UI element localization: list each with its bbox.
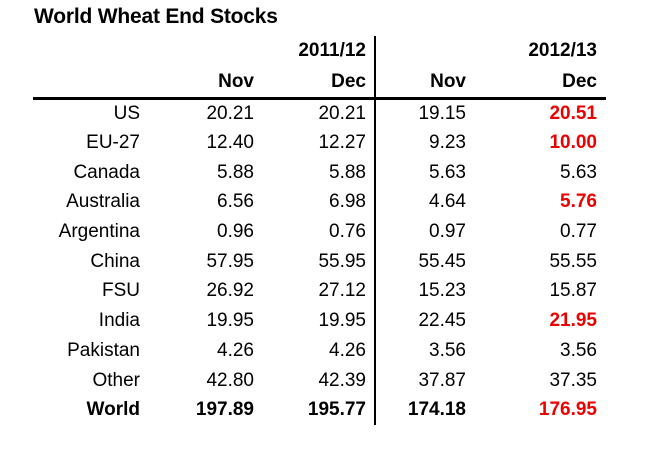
column-header-row: Nov Dec Nov Dec [33,66,606,100]
spacer-cell [375,36,470,66]
value-cell: 3.56 [560,339,597,361]
row-label: Other [92,369,140,391]
column-header: Nov [145,66,258,100]
table-row: China 57.95 55.95 55.45 55.55 [33,246,606,277]
row-label: India [98,310,140,332]
value-cell: 57.95 [206,250,254,272]
column-header: Nov [375,66,470,100]
value-cell: 6.98 [258,187,376,218]
value-cell: 20.51 [549,103,597,125]
value-cell: 12.40 [206,132,254,154]
value-cell: 37.35 [549,369,597,391]
corner-cell [33,36,145,66]
value-cell: 5.88 [217,161,254,183]
value-cell: 0.97 [429,221,466,243]
value-cell: 5.76 [560,191,597,213]
value-cell: 197.89 [195,399,254,421]
value-cell: 42.80 [206,369,254,391]
value-cell: 4.26 [217,339,254,361]
row-label: EU-27 [86,132,140,154]
value-cell: 15.87 [549,280,597,302]
value-cell: 20.21 [258,98,376,129]
value-cell: 19.95 [258,306,376,336]
wheat-stocks-table: 2011/12 2012/13 Nov Dec Nov Dec US 20.21 2… [33,36,606,426]
table-row: EU-27 12.40 12.27 9.23 10.00 [33,128,606,158]
value-cell: 195.77 [258,395,376,426]
value-cell: 55.45 [418,250,466,272]
value-cell: 37.87 [418,369,466,391]
value-cell: 5.63 [429,161,466,183]
value-cell: 176.95 [538,399,597,421]
value-cell: 9.23 [429,132,466,154]
corner-cell [33,66,145,100]
table-row: FSU 26.92 27.12 15.23 15.87 [33,276,606,307]
column-header: Dec [258,66,376,100]
value-cell: 5.63 [560,161,597,183]
value-cell: 55.55 [549,250,597,272]
table-title: World Wheat End Stocks [34,5,278,28]
value-cell: 26.92 [206,280,254,302]
row-label: Australia [66,191,140,213]
group-header-row: 2011/12 2012/13 [33,36,606,66]
table-row: Australia 6.56 6.98 4.64 5.76 [33,187,606,218]
value-cell: 4.64 [429,191,466,213]
value-cell: 20.21 [206,103,254,125]
row-label: Pakistan [67,339,140,361]
value-cell: 27.12 [258,276,376,307]
value-cell: 0.76 [258,217,376,247]
value-cell: 5.88 [258,157,376,188]
value-cell: 0.96 [217,221,254,243]
value-cell: 21.95 [549,310,597,332]
table-row: Other 42.80 42.39 37.87 37.35 [33,365,606,396]
value-cell: 174.18 [407,399,466,421]
value-cell: 4.26 [258,336,376,366]
value-cell: 0.77 [560,221,597,243]
group-header-2011-12: 2011/12 [258,36,376,66]
value-cell: 6.56 [217,191,254,213]
value-cell: 15.23 [418,280,466,302]
value-cell: 22.45 [418,310,466,332]
table-row: Argentina 0.96 0.76 0.97 0.77 [33,217,606,247]
table-row: US 20.21 20.21 19.15 20.51 [33,98,606,129]
group-header-2012-13: 2012/13 [528,40,597,61]
row-label: China [90,250,140,272]
row-label: FSU [102,280,140,302]
value-cell: 19.95 [206,310,254,332]
value-cell: 19.15 [418,103,466,125]
table-row: World 197.89 195.77 174.18 176.95 [33,395,606,426]
value-cell: 3.56 [429,339,466,361]
value-cell: 55.95 [258,246,376,277]
row-label: Canada [73,161,140,183]
row-label: Argentina [58,221,140,243]
value-cell: 10.00 [549,132,597,154]
column-header: Dec [470,66,606,100]
table-row: Canada 5.88 5.88 5.63 5.63 [33,157,606,188]
row-label: World [86,399,140,421]
table-row: Pakistan 4.26 4.26 3.56 3.56 [33,336,606,366]
row-label: US [113,103,140,125]
spacer-cell [145,36,258,66]
table-row: India 19.95 19.95 22.45 21.95 [33,306,606,336]
value-cell: 12.27 [258,128,376,158]
value-cell: 42.39 [258,365,376,396]
